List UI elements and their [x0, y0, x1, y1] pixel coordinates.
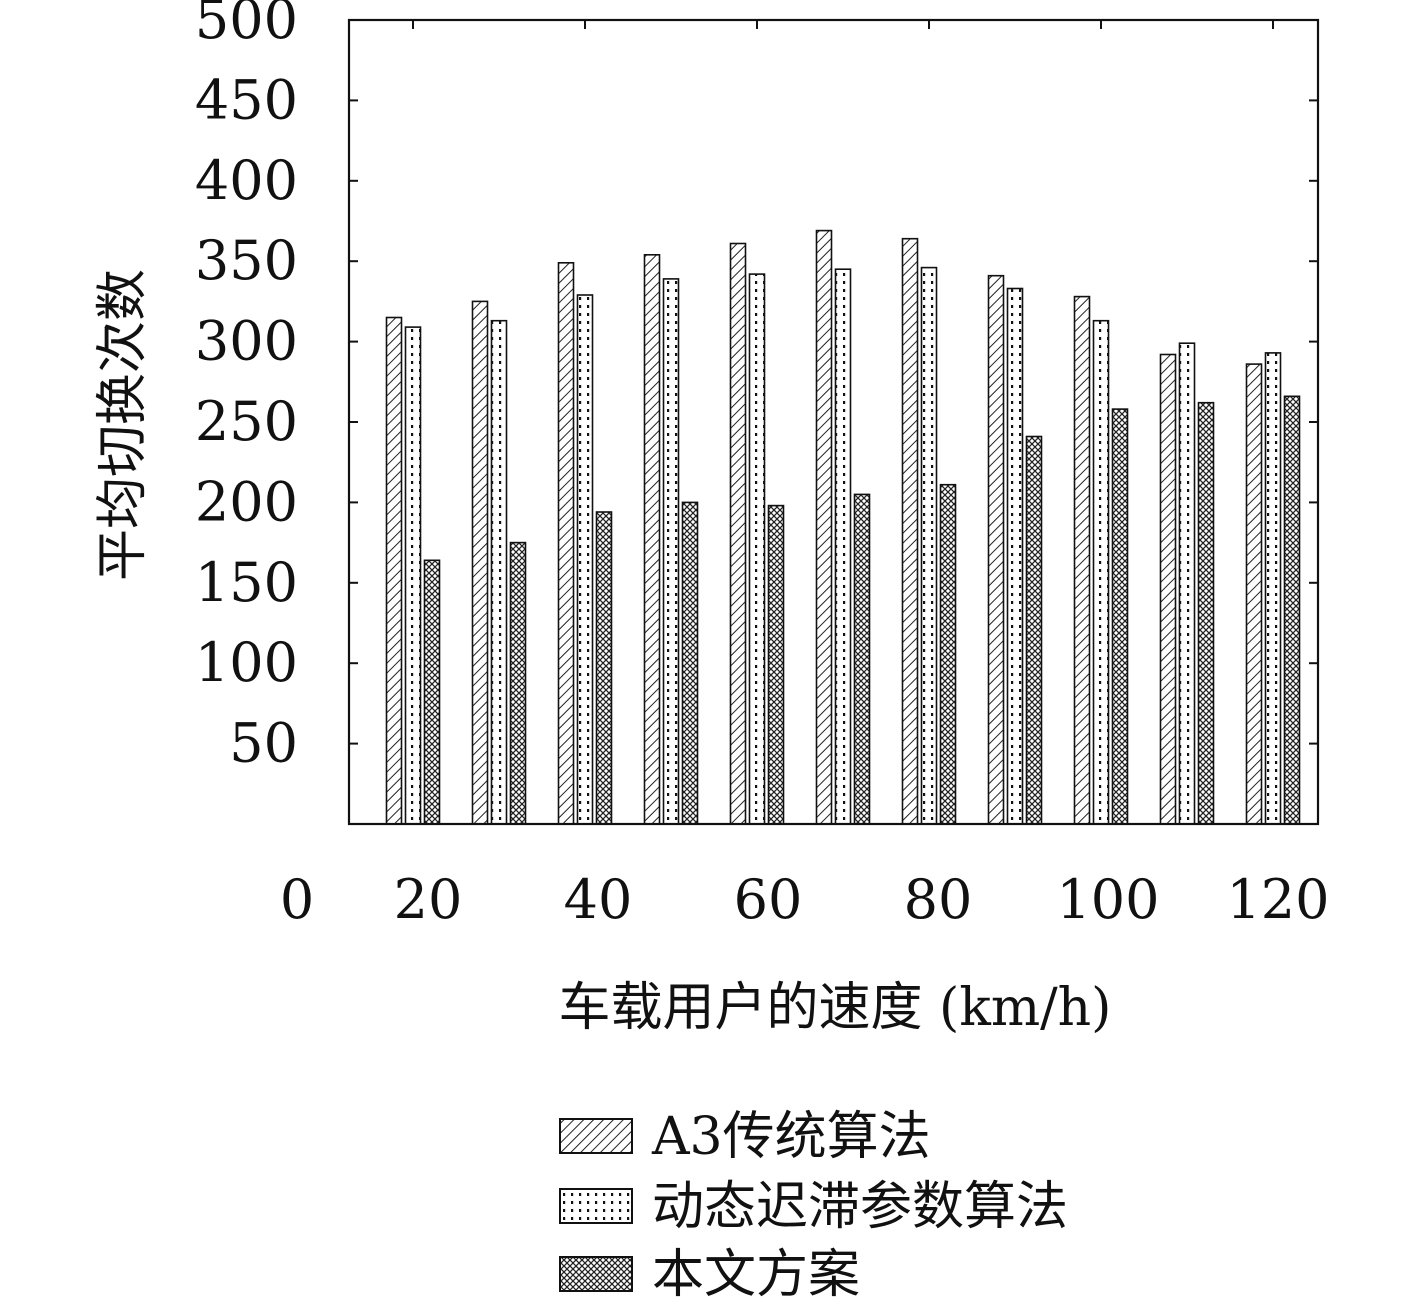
- bar-series3-30: [509, 541, 527, 825]
- bar-series3-40: [595, 511, 613, 825]
- x-axis-title: 车载用户的速度 (km/h): [559, 978, 1112, 1038]
- bar-series2-100: [1092, 319, 1110, 825]
- bar-series1-70: [815, 229, 833, 825]
- labels-layer: 50 100 150 200 250 300 350 400 450 500 0 20 40 60 80 10…: [195, 0, 1330, 931]
- bar-series3-60: [767, 504, 785, 825]
- bar-series2-80: [920, 266, 938, 825]
- bar-series3-70: [853, 493, 871, 825]
- legend-label-series1: A3传统算法: [651, 1107, 931, 1167]
- bar-series3-80: [939, 483, 957, 825]
- bar-series3-50: [681, 501, 699, 825]
- bar-series1-60: [729, 242, 747, 825]
- legend-swatch-series3: [559, 1256, 633, 1292]
- y-axis-title: 平均切换次数: [93, 269, 153, 581]
- y-tick-label: 350: [195, 229, 298, 292]
- x-tick-label: 100: [1056, 868, 1159, 931]
- bar-series2-40: [576, 294, 594, 825]
- bars-layer: [385, 229, 1301, 825]
- legend-label-series2: 动态迟滞参数算法: [652, 1177, 1068, 1237]
- bar-series1-80: [901, 237, 919, 825]
- x-tick-label: 120: [1226, 868, 1329, 931]
- bar-series1-100: [1073, 295, 1091, 825]
- y-tick-label: 400: [195, 149, 298, 212]
- y-tick-label: 100: [195, 631, 298, 694]
- x-tick-label: 80: [904, 868, 973, 931]
- bar-series2-20: [404, 326, 422, 825]
- x-tick-label: 60: [734, 868, 803, 931]
- bar-series3-120: [1283, 395, 1301, 825]
- bar-series1-90: [987, 274, 1005, 825]
- y-tick-label: 450: [195, 68, 298, 131]
- bar-series1-40: [557, 261, 575, 825]
- bar-series1-110: [1159, 353, 1177, 825]
- bar-series2-60: [748, 273, 766, 825]
- ticks-layer: [349, 19, 1318, 745]
- y-tick-label: 200: [195, 470, 298, 533]
- x-tick-label: 40: [564, 868, 633, 931]
- bar-series1-30: [471, 300, 489, 825]
- bar-series2-90: [1006, 287, 1024, 825]
- y-tick-label: 50: [229, 712, 298, 775]
- y-tick-label: 150: [195, 551, 298, 614]
- bar-series3-20: [423, 559, 441, 825]
- bar-series1-50: [643, 254, 661, 825]
- bar-series1-20: [385, 316, 403, 825]
- legend-swatch-series2: [559, 1188, 633, 1224]
- x-tick-label: 20: [394, 868, 463, 931]
- bar-series2-50: [662, 278, 680, 825]
- y-tick-label: 250: [195, 390, 298, 453]
- x-tick-label: 0: [280, 868, 314, 931]
- bar-series2-30: [490, 319, 508, 825]
- bar-series3-100: [1111, 408, 1129, 825]
- bar-series2-70: [834, 268, 852, 825]
- bar-series1-120: [1245, 363, 1263, 825]
- legend-swatch-series1: [559, 1118, 633, 1154]
- bar-series3-110: [1197, 401, 1215, 825]
- y-tick-label: 300: [195, 310, 298, 373]
- bar-series3-90: [1025, 435, 1043, 825]
- y-tick-label: 500: [195, 0, 298, 51]
- bar-series2-110: [1178, 342, 1196, 825]
- legend-label-series3: 本文方案: [652, 1245, 860, 1305]
- bar-series2-120: [1264, 352, 1282, 825]
